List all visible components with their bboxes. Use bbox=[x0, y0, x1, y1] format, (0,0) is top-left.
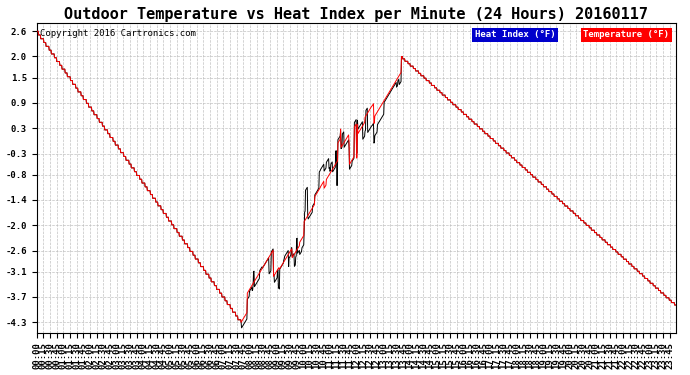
Text: Heat Index (°F): Heat Index (°F) bbox=[475, 30, 555, 39]
Text: Copyright 2016 Cartronics.com: Copyright 2016 Cartronics.com bbox=[40, 29, 196, 38]
Text: Temperature (°F): Temperature (°F) bbox=[583, 30, 669, 39]
Title: Outdoor Temperature vs Heat Index per Minute (24 Hours) 20160117: Outdoor Temperature vs Heat Index per Mi… bbox=[64, 6, 649, 21]
